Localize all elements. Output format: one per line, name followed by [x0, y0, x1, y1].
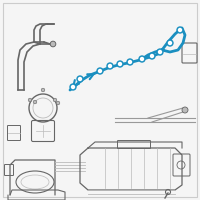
Circle shape: [78, 77, 82, 80]
Circle shape: [182, 107, 188, 113]
Circle shape: [158, 50, 162, 53]
Circle shape: [56, 101, 60, 105]
Circle shape: [41, 88, 45, 92]
Circle shape: [107, 63, 113, 69]
Circle shape: [168, 42, 172, 45]
Circle shape: [127, 59, 133, 65]
Circle shape: [77, 76, 83, 82]
Circle shape: [33, 100, 37, 104]
Circle shape: [28, 98, 32, 102]
Circle shape: [140, 58, 144, 60]
Circle shape: [108, 64, 112, 68]
Circle shape: [151, 54, 154, 58]
Circle shape: [53, 98, 57, 102]
Circle shape: [128, 60, 132, 64]
Circle shape: [157, 49, 163, 55]
Circle shape: [117, 61, 123, 67]
Circle shape: [50, 41, 56, 47]
Circle shape: [98, 70, 102, 72]
Circle shape: [139, 56, 145, 62]
Circle shape: [118, 62, 122, 66]
Circle shape: [97, 68, 103, 74]
Circle shape: [179, 28, 182, 31]
Circle shape: [70, 84, 76, 90]
Circle shape: [149, 53, 155, 59]
Circle shape: [167, 40, 173, 46]
Circle shape: [72, 86, 74, 88]
Circle shape: [177, 27, 183, 33]
